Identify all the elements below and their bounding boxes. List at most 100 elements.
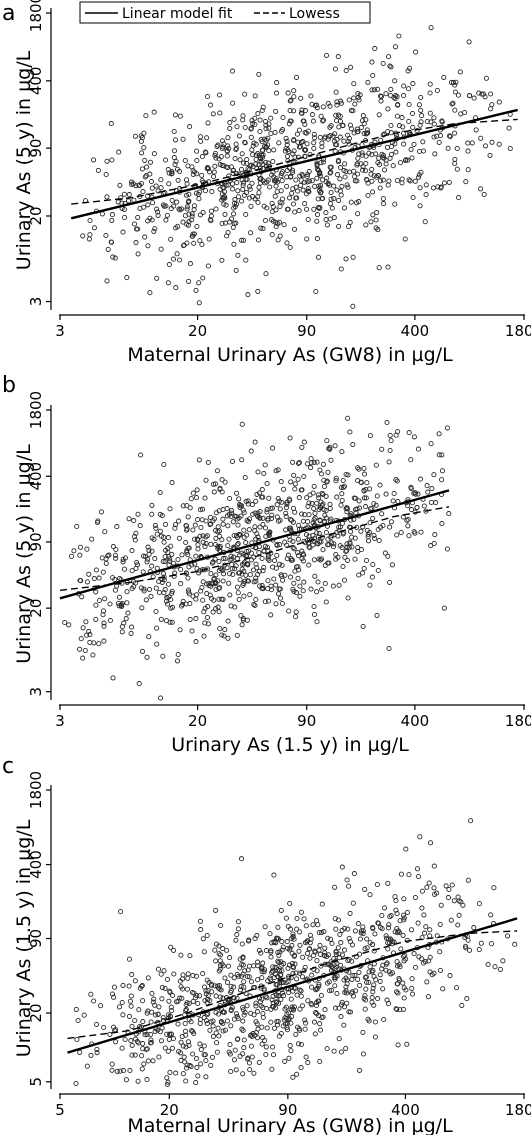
- data-point: [257, 508, 263, 515]
- data-point: [220, 521, 226, 527]
- data-point: [370, 926, 376, 932]
- data-point: [175, 1021, 181, 1027]
- data-point: [377, 482, 383, 488]
- data-point: [379, 151, 385, 157]
- data-point: [248, 230, 254, 236]
- data-point: [188, 1019, 194, 1025]
- data-point: [258, 950, 264, 956]
- data-point: [324, 438, 330, 444]
- data-point: [323, 529, 329, 536]
- data-point: [255, 959, 261, 965]
- data-point: [115, 199, 121, 205]
- data-point: [217, 485, 223, 491]
- data-point: [405, 68, 411, 74]
- data-point: [318, 963, 324, 969]
- data-point: [280, 1023, 286, 1029]
- data-point: [357, 936, 363, 942]
- data-point: [317, 557, 323, 563]
- data-point: [174, 658, 181, 664]
- data-point: [482, 143, 489, 149]
- data-point: [165, 581, 172, 587]
- data-point: [270, 158, 276, 165]
- data-point: [144, 164, 150, 170]
- data-point: [290, 137, 297, 144]
- data-point: [225, 135, 231, 141]
- data-point: [169, 197, 175, 203]
- data-point: [129, 548, 135, 554]
- data-point: [81, 1012, 87, 1018]
- data-point: [87, 232, 93, 238]
- data-point: [323, 599, 329, 605]
- data-point: [152, 1028, 158, 1034]
- data-point: [219, 537, 225, 543]
- data-point: [231, 211, 237, 217]
- data-point: [309, 984, 315, 990]
- data-point: [278, 128, 285, 134]
- data-point: [431, 121, 437, 127]
- data-point: [363, 495, 369, 501]
- data-point: [185, 514, 191, 520]
- data-point: [436, 139, 442, 145]
- data-point: [120, 229, 126, 235]
- data-point: [284, 1027, 290, 1033]
- data-point: [157, 511, 163, 517]
- data-point: [380, 201, 387, 207]
- data-point: [258, 159, 264, 165]
- data-point: [422, 219, 428, 225]
- data-point: [220, 946, 226, 952]
- data-point: [209, 560, 215, 566]
- data-point: [320, 195, 326, 201]
- data-point: [83, 619, 89, 625]
- data-point: [449, 882, 455, 888]
- data-point: [335, 159, 341, 165]
- data-point: [488, 91, 494, 97]
- data-point: [396, 975, 402, 982]
- data-point: [129, 624, 135, 630]
- data-point: [364, 979, 370, 985]
- data-point: [144, 1010, 150, 1016]
- data-point: [268, 1019, 274, 1025]
- data-point: [268, 1006, 274, 1012]
- data-point: [172, 161, 178, 167]
- data-point: [392, 96, 398, 102]
- data-point: [218, 1018, 224, 1025]
- data-point: [245, 292, 251, 298]
- data-point: [177, 257, 183, 263]
- data-point: [388, 122, 394, 129]
- data-point: [421, 912, 427, 918]
- data-point: [431, 863, 437, 869]
- x-tick-label: 20: [188, 322, 207, 340]
- data-point: [337, 543, 343, 549]
- data-point: [171, 155, 177, 161]
- data-point: [144, 559, 150, 565]
- data-point: [200, 936, 206, 942]
- data-point: [175, 651, 181, 658]
- data-point: [140, 1019, 146, 1025]
- data-point: [155, 209, 161, 215]
- data-point: [198, 524, 204, 531]
- data-point: [241, 1045, 247, 1051]
- data-point: [244, 177, 250, 183]
- data-point: [253, 596, 259, 603]
- data-point: [481, 191, 487, 198]
- data-point: [318, 539, 324, 545]
- data-point: [262, 462, 268, 468]
- data-point: [120, 982, 126, 988]
- data-point: [246, 1060, 253, 1066]
- data-point: [386, 459, 392, 465]
- data-point: [296, 460, 302, 466]
- data-point: [275, 949, 281, 955]
- data-point: [163, 618, 169, 624]
- x-tick-label: 3: [55, 712, 65, 730]
- data-point: [302, 121, 308, 127]
- y-tick-label: 90: [27, 929, 45, 948]
- data-point: [379, 926, 385, 932]
- data-point: [333, 112, 339, 118]
- data-point: [305, 216, 311, 223]
- data-point: [201, 1052, 207, 1058]
- data-point: [462, 934, 468, 941]
- data-point: [308, 93, 314, 99]
- data-point: [230, 519, 236, 525]
- data-point: [457, 69, 463, 75]
- data-point: [276, 561, 282, 567]
